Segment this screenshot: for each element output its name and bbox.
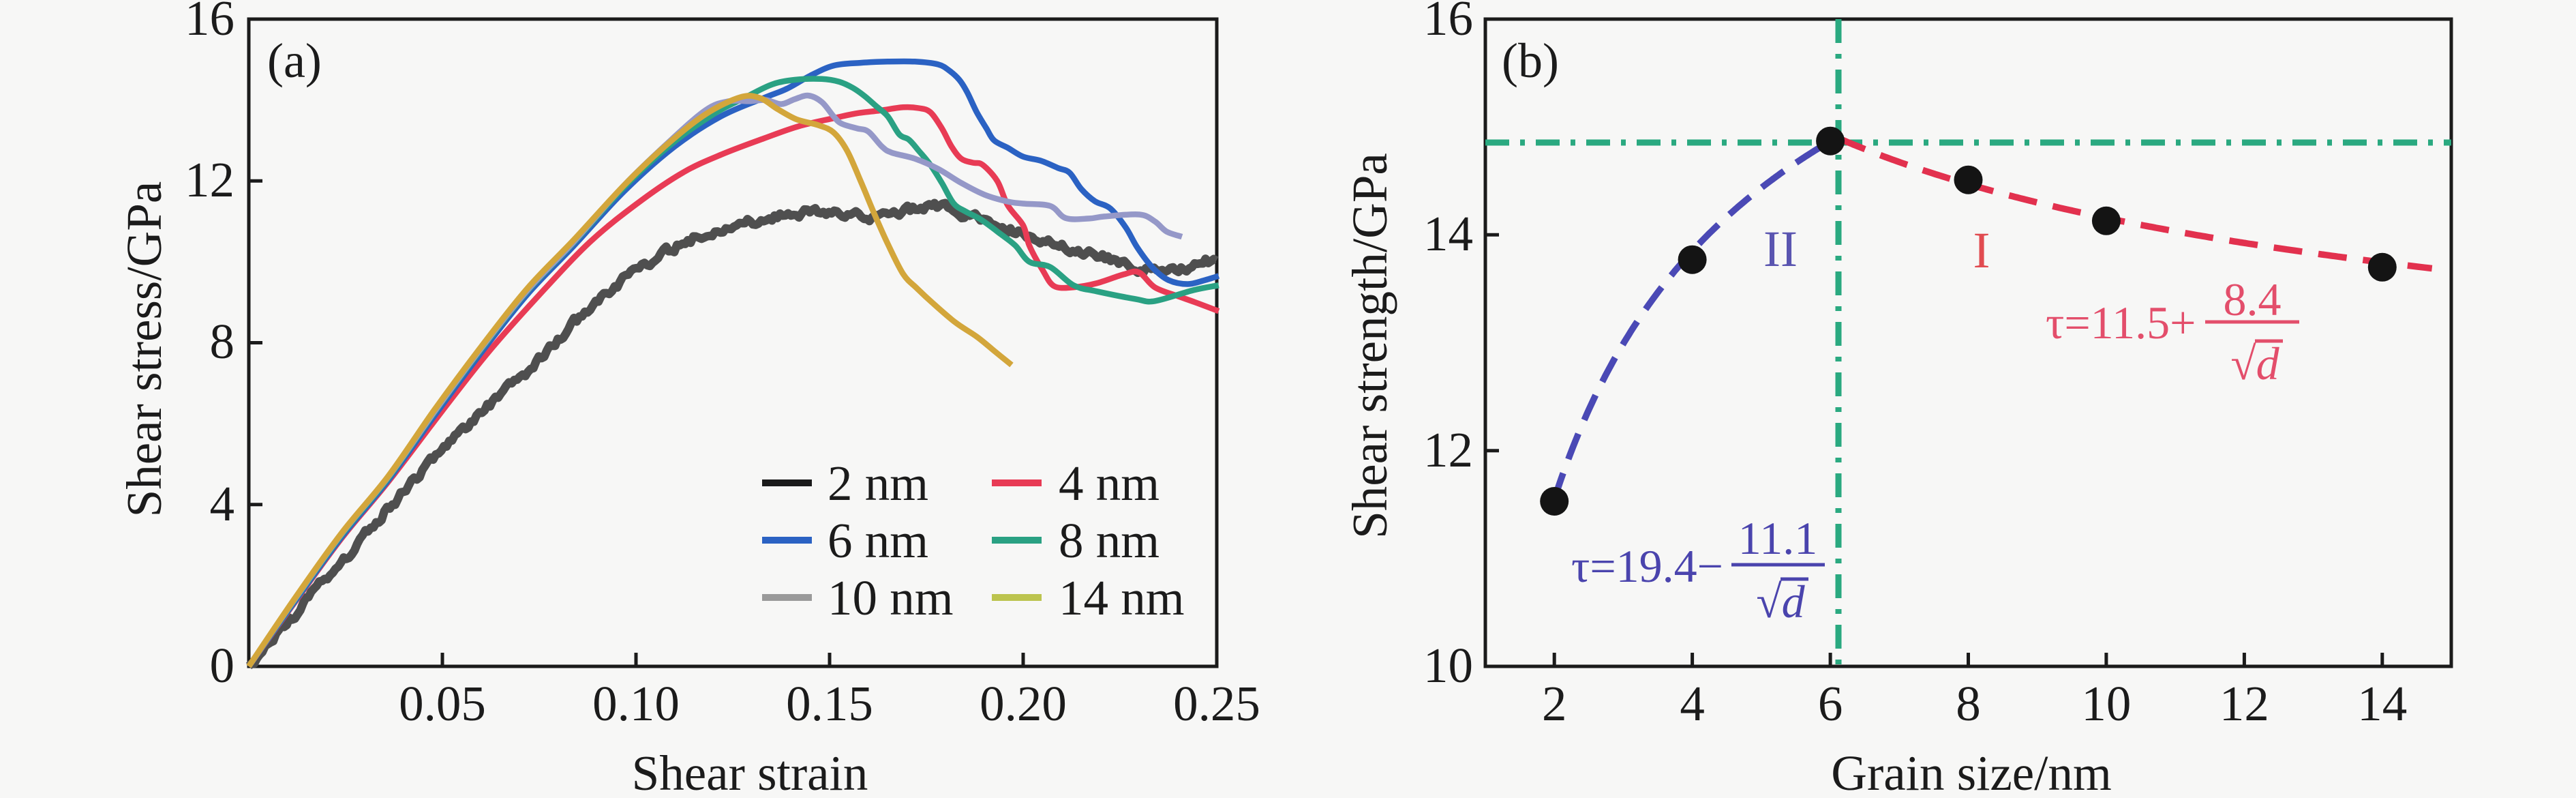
svg-text:4: 4 xyxy=(210,476,235,531)
svg-text:Shear stress/GPa: Shear stress/GPa xyxy=(117,181,172,518)
svg-text:12: 12 xyxy=(185,152,234,207)
svg-text:12: 12 xyxy=(2219,676,2269,731)
svg-text:10 nm: 10 nm xyxy=(828,570,954,625)
svg-text:6 nm: 6 nm xyxy=(828,513,928,568)
svg-text:τ=11.5+: τ=11.5+ xyxy=(2046,297,2196,349)
svg-text:I: I xyxy=(1973,222,1990,279)
svg-text:4: 4 xyxy=(1680,676,1705,731)
svg-text:8.4: 8.4 xyxy=(2224,274,2282,325)
svg-text:2: 2 xyxy=(1542,676,1567,731)
svg-text:6: 6 xyxy=(1818,676,1843,731)
svg-text:11.1: 11.1 xyxy=(1738,512,1817,564)
svg-text:τ=19.4−: τ=19.4− xyxy=(1571,540,1723,592)
svg-text:8: 8 xyxy=(1956,676,1981,731)
svg-text:Shear strength/GPa: Shear strength/GPa xyxy=(1342,153,1397,539)
svg-text:Grain size/nm: Grain size/nm xyxy=(1831,745,2112,795)
svg-text:√d: √d xyxy=(2230,338,2279,389)
svg-text:12: 12 xyxy=(1423,422,1473,477)
svg-text:0.15: 0.15 xyxy=(786,676,873,731)
svg-text:14: 14 xyxy=(2357,676,2407,731)
svg-text:0: 0 xyxy=(210,638,235,693)
svg-text:(b): (b) xyxy=(1502,33,1559,88)
svg-text:10: 10 xyxy=(1423,638,1473,693)
svg-text:(a): (a) xyxy=(267,33,322,88)
svg-text:√d: √d xyxy=(1756,576,1805,627)
svg-text:0.05: 0.05 xyxy=(399,676,486,731)
svg-text:8: 8 xyxy=(210,314,235,369)
svg-text:2 nm: 2 nm xyxy=(828,456,928,511)
svg-text:0.25: 0.25 xyxy=(1173,676,1260,731)
svg-text:Shear strain: Shear strain xyxy=(632,745,868,795)
svg-text:0.20: 0.20 xyxy=(980,676,1067,731)
svg-text:16: 16 xyxy=(1423,0,1473,46)
svg-text:8 nm: 8 nm xyxy=(1059,513,1160,568)
svg-text:10: 10 xyxy=(2081,676,2131,731)
svg-text:14 nm: 14 nm xyxy=(1059,570,1185,625)
svg-text:0.10: 0.10 xyxy=(592,676,680,731)
svg-text:16: 16 xyxy=(185,0,234,46)
svg-text:II: II xyxy=(1763,221,1798,278)
svg-text:14: 14 xyxy=(1423,206,1473,261)
svg-text:4 nm: 4 nm xyxy=(1059,456,1160,511)
